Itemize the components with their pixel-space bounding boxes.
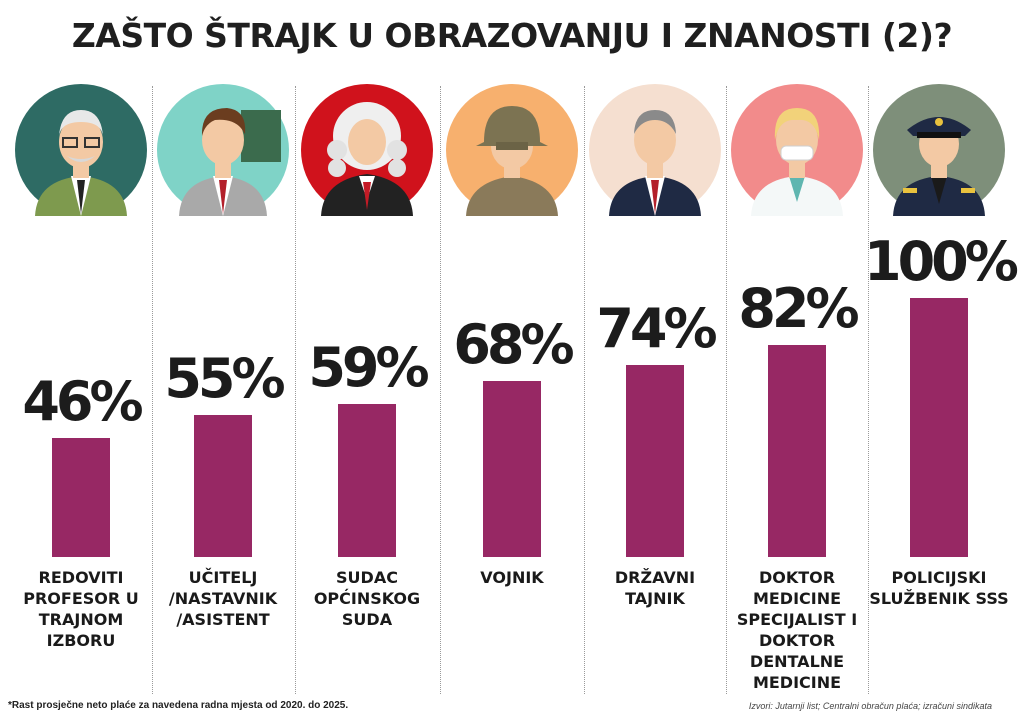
column-divider (726, 86, 727, 694)
data-label: 82% (738, 276, 859, 340)
data-label: 100% (864, 230, 1019, 293)
column-divider (152, 86, 153, 694)
column-divider (584, 86, 585, 694)
bar (338, 404, 396, 557)
category-label: UČITELJ /NASTAVNIK /ASISTENT (168, 568, 278, 629)
footnote: *Rast prosječne neto plaće za navedena r… (8, 700, 349, 711)
category-label: SUDAC OPĆINSKOG SUDA (313, 568, 421, 629)
teacher-avatar-icon (157, 84, 289, 216)
police-officer-avatar-icon (873, 84, 1005, 216)
column-divider (440, 86, 441, 694)
bar (768, 344, 826, 557)
data-label: 46% (22, 369, 143, 433)
state-secretary-avatar-icon (589, 84, 721, 216)
bar (52, 437, 110, 557)
bar (483, 380, 541, 557)
bar (626, 365, 684, 557)
chart-title: ZAŠTO ŠTRAJK U OBRAZOVANJU I ZNANOSTI (2… (71, 16, 953, 55)
data-label: 55% (164, 346, 285, 410)
data-label: 59% (308, 336, 429, 400)
category-label: DOKTOR MEDICINE SPECIJALIST I DOKTOR DEN… (736, 568, 858, 692)
category-label: VOJNIK (480, 568, 544, 587)
bar (194, 414, 252, 557)
doctor-avatar-icon (731, 84, 863, 216)
data-label: 74% (596, 297, 717, 361)
source-note: Izvori: Jutarnji list; Centralni obračun… (748, 701, 992, 711)
bar (910, 298, 968, 557)
category-label: DRŽAVNI TAJNIK (614, 568, 696, 608)
column-divider (868, 86, 869, 694)
data-label: 68% (453, 312, 574, 376)
professor-avatar-icon (15, 84, 147, 216)
category-label: POLICIJSKI SLUŽBENIK SSS (869, 568, 1009, 608)
soldier-avatar-icon (446, 84, 578, 216)
judge-avatar-icon (301, 84, 433, 216)
column-divider (295, 86, 296, 694)
category-label: REDOVITI PROFESOR U TRAJNOM IZBORU (23, 568, 139, 650)
